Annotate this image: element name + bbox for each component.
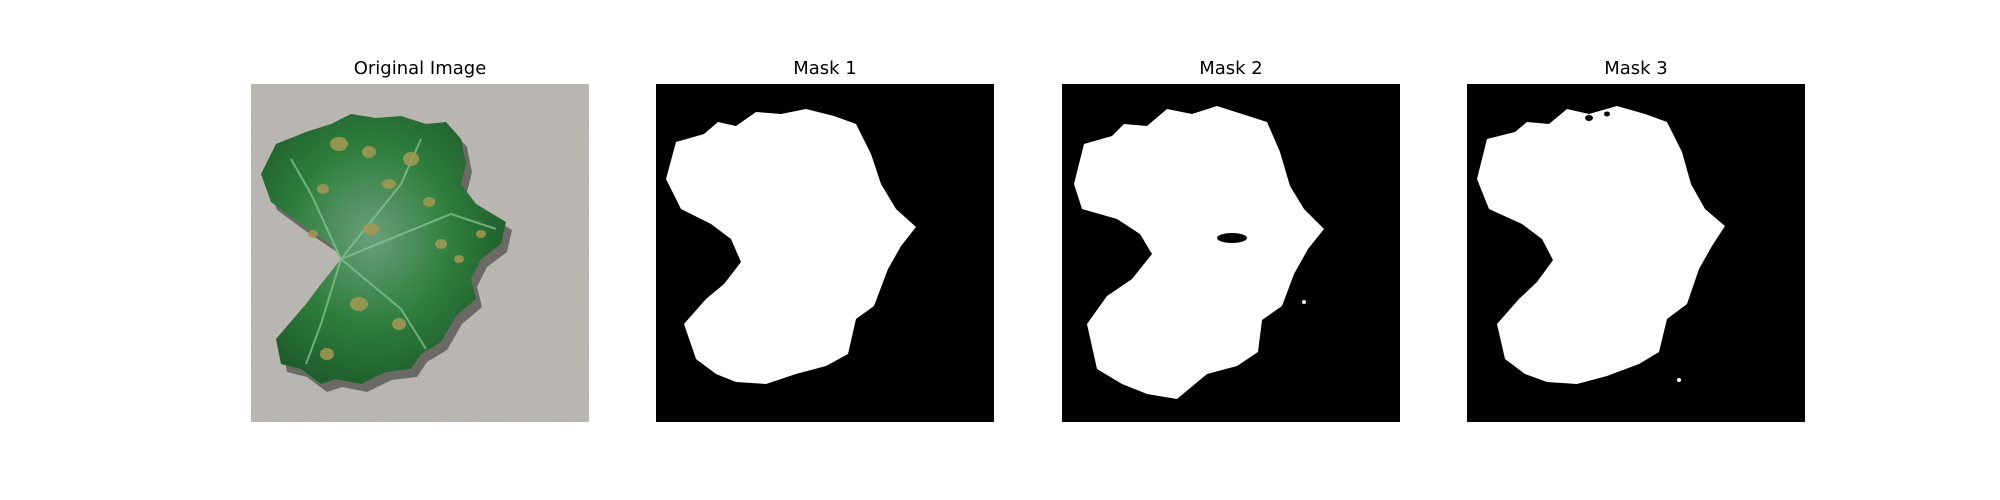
leaf [261,114,506,384]
mask-3-svg [1467,84,1805,422]
disease-spots [308,137,486,360]
mask-2-title: Mask 2 [1199,58,1263,79]
mask-2-region [1074,106,1324,399]
mask-1-region [666,109,916,384]
mask-3-title: Mask 3 [1604,58,1668,79]
mask-1-image [656,84,994,422]
mask-3-region [1477,106,1725,384]
mask-1-svg [656,84,994,422]
original-image [251,84,589,422]
original-image-title: Original Image [353,58,487,79]
mask-3-image [1467,84,1805,422]
mask-1-title: Mask 1 [793,58,857,79]
mask-2-svg [1062,84,1400,422]
mask-2-hole [1217,233,1247,243]
mask-2-image [1062,84,1400,422]
leaf-photo [251,84,589,422]
